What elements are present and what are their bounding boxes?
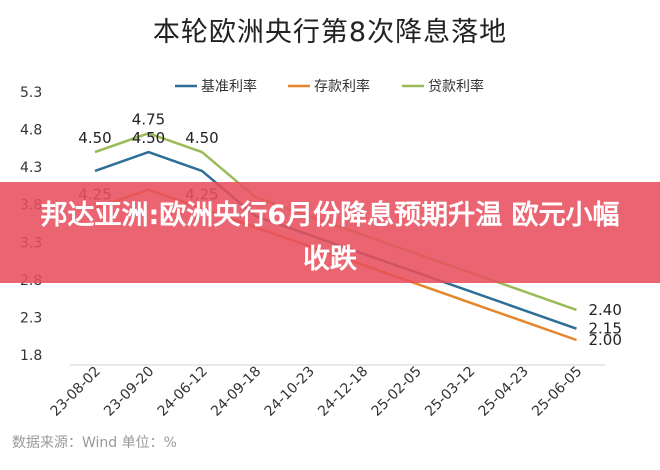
data-label: 4.75 (132, 110, 165, 128)
data-label: 2.40 (589, 301, 622, 319)
data-label: 4.50 (185, 129, 218, 147)
y-tick-label: 4.3 (20, 160, 42, 176)
legend-label: 基准利率 (201, 78, 257, 95)
data-label: 2.15 (589, 320, 622, 338)
x-tick-label: 24-12-18 (315, 364, 371, 420)
x-tick-label: 24-10-23 (262, 364, 318, 420)
y-tick-label: 2.3 (20, 310, 42, 326)
headline-text[interactable]: 邦达亚洲:欧洲央行6月份降息预期升温 欧元小幅收跌 (40, 200, 620, 275)
data-label: 2.00 (589, 331, 622, 349)
x-tick-label: 25-04-23 (476, 364, 532, 420)
x-tick-label: 24-09-18 (208, 364, 264, 420)
x-tick-label: 25-03-12 (422, 364, 478, 420)
x-tick-label: 23-08-02 (48, 364, 104, 420)
x-tick-label: 24-06-12 (155, 364, 211, 420)
data-label: 4.50 (78, 129, 111, 147)
legend-label: 贷款利率 (428, 78, 484, 95)
source-note: 数据来源：Wind 单位：% (12, 435, 177, 451)
x-tick-label: 25-06-05 (529, 364, 585, 420)
legend-label: 存款利率 (314, 78, 370, 95)
headline-banner (0, 182, 660, 283)
x-tick-label: 23-09-20 (101, 364, 157, 420)
chart-title: 本轮欧洲央行第8次降息落地 (152, 17, 508, 48)
data-label: 4.50 (132, 129, 165, 147)
x-tick-label: 25-02-05 (369, 364, 425, 420)
y-tick-label: 5.3 (20, 85, 42, 101)
y-tick-label: 4.8 (20, 123, 42, 139)
y-tick-label: 1.8 (20, 348, 42, 364)
